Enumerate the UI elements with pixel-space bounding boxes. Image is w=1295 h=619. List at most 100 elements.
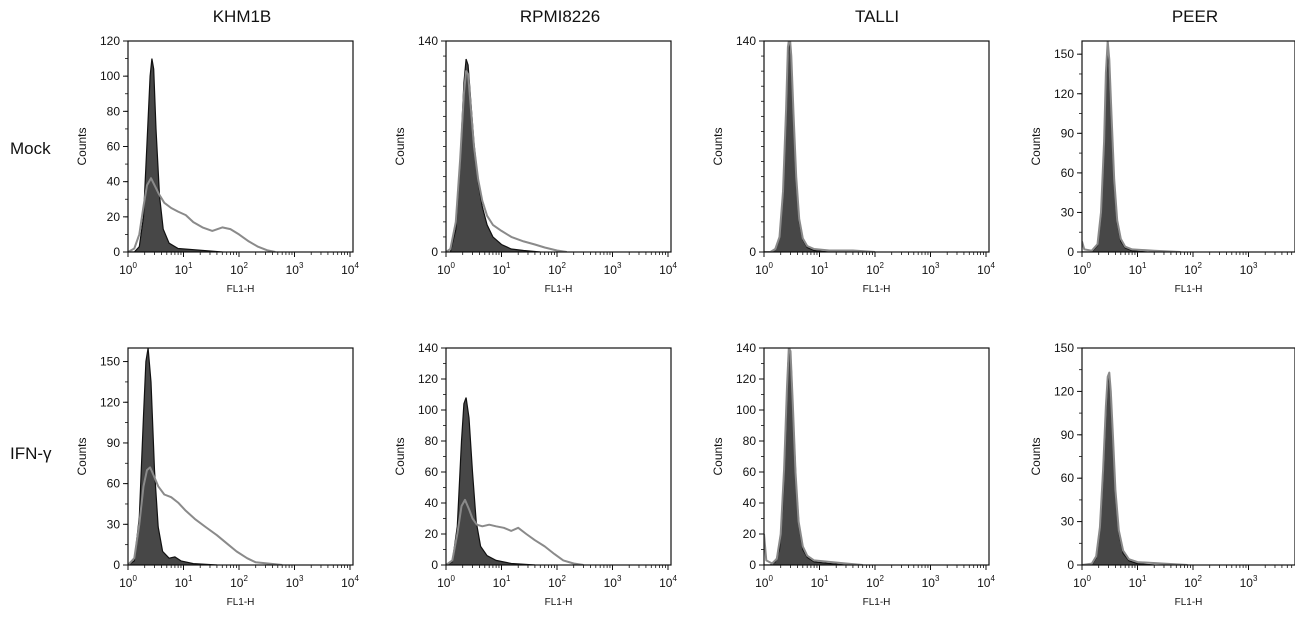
x-tick-base: 10: [493, 576, 507, 590]
plot-area: [1082, 41, 1181, 252]
x-tick-exponent: 2: [561, 574, 566, 583]
stained-sample-histogram: [128, 177, 276, 252]
x-tick-base: 10: [922, 263, 936, 277]
x-tick-base: 10: [1184, 576, 1198, 590]
x-axis-title: FL1-H: [863, 284, 891, 295]
x-tick-label: 103: [604, 261, 622, 277]
x-tick-exponent: 2: [879, 574, 884, 583]
y-tick-label: 0: [113, 558, 120, 572]
plot-frame: [445, 347, 672, 566]
x-tick-base: 10: [922, 576, 936, 590]
y-tick-label: 30: [107, 517, 121, 531]
x-tick-exponent: 3: [617, 574, 622, 583]
y-tick-label: 90: [1061, 428, 1075, 442]
x-tick-exponent: 4: [990, 261, 995, 270]
x-tick-exponent: 1: [1142, 261, 1147, 270]
x-tick-exponent: 0: [768, 574, 773, 583]
x-tick-label: 101: [175, 574, 193, 590]
x-axis-title: FL1-H: [863, 597, 891, 608]
x-tick-label: 103: [1240, 261, 1258, 277]
x-tick-exponent: 0: [132, 261, 137, 270]
stained-sample-histogram: [1082, 41, 1181, 252]
isotype-control-histogram: [1082, 54, 1148, 252]
x-tick-exponent: 0: [450, 574, 455, 583]
isotype-control-histogram: [128, 348, 217, 565]
plot-area: [1082, 371, 1188, 565]
y-axis-title: Counts: [393, 127, 407, 165]
x-tick-base: 10: [286, 263, 300, 277]
x-tick-base: 10: [977, 576, 991, 590]
y-tick-label: 40: [107, 175, 121, 189]
plot-area: [764, 348, 863, 565]
x-tick-base: 10: [866, 576, 880, 590]
y-axis-title: Counts: [75, 127, 89, 165]
plot-area: [128, 58, 276, 252]
y-tick-label: 90: [1061, 126, 1075, 140]
y-tick-label: 40: [743, 496, 757, 510]
y-tick-label: 60: [107, 477, 121, 491]
y-axis-title: Counts: [711, 437, 725, 475]
x-tick-exponent: 4: [354, 574, 359, 583]
x-tick-exponent: 2: [1197, 261, 1202, 270]
x-tick-exponent: 0: [450, 261, 455, 270]
x-tick-base: 10: [977, 263, 991, 277]
y-tick-label: 120: [1054, 384, 1074, 398]
x-tick-base: 10: [548, 263, 562, 277]
y-tick-label: 0: [1067, 245, 1074, 259]
x-tick-exponent: 3: [617, 261, 622, 270]
x-tick-base: 10: [230, 576, 244, 590]
x-tick-exponent: 1: [824, 261, 829, 270]
x-tick-exponent: 2: [1197, 574, 1202, 583]
x-tick-label: 101: [811, 261, 829, 277]
x-tick-exponent: 1: [506, 261, 511, 270]
x-tick-base: 10: [548, 576, 562, 590]
stained-sample-histogram: [446, 70, 567, 252]
y-axis-title: Counts: [1029, 127, 1043, 165]
x-tick-exponent: 2: [243, 261, 248, 270]
x-tick-exponent: 2: [561, 261, 566, 270]
x-tick-label: 102: [548, 261, 566, 277]
y-axis-title: Counts: [1029, 437, 1043, 475]
x-tick-base: 10: [175, 263, 189, 277]
x-tick-exponent: 0: [1086, 574, 1091, 583]
x-tick-base: 10: [755, 263, 769, 277]
x-tick-base: 10: [1240, 576, 1254, 590]
x-tick-label: 103: [286, 574, 304, 590]
y-tick-label: 30: [1061, 515, 1075, 529]
y-axis-title: Counts: [75, 437, 89, 475]
plot-area: [128, 348, 283, 565]
column-title-peer: PEER: [1172, 7, 1218, 26]
x-tick-base: 10: [1240, 263, 1254, 277]
x-tick-label: 104: [659, 574, 677, 590]
x-tick-exponent: 0: [132, 574, 137, 583]
x-tick-exponent: 3: [299, 261, 304, 270]
x-tick-label: 101: [1129, 261, 1147, 277]
x-tick-exponent: 3: [935, 261, 940, 270]
row-labels: Mock IFN-γ: [10, 139, 52, 463]
x-tick-exponent: 0: [768, 261, 773, 270]
column-title-talli: TALLI: [855, 7, 899, 26]
x-axis-title: FL1-H: [545, 284, 573, 295]
x-tick-base: 10: [811, 263, 825, 277]
x-tick-label: 100: [119, 574, 137, 590]
y-tick-label: 0: [749, 245, 756, 259]
y-tick-label: 150: [1054, 341, 1074, 355]
x-tick-exponent: 1: [824, 574, 829, 583]
y-tick-label: 40: [425, 496, 439, 510]
x-tick-label: 102: [1184, 574, 1202, 590]
y-tick-label: 60: [1061, 166, 1075, 180]
x-tick-label: 102: [548, 574, 566, 590]
y-tick-label: 80: [107, 104, 121, 118]
y-tick-label: 90: [107, 436, 121, 450]
stained-sample-histogram: [128, 466, 283, 565]
x-tick-label: 100: [1073, 574, 1091, 590]
column-title-rpmi8226: RPMI8226: [520, 7, 600, 26]
y-axis-title: Counts: [393, 437, 407, 475]
x-tick-exponent: 1: [506, 574, 511, 583]
x-tick-exponent: 0: [1086, 261, 1091, 270]
x-tick-base: 10: [119, 263, 133, 277]
